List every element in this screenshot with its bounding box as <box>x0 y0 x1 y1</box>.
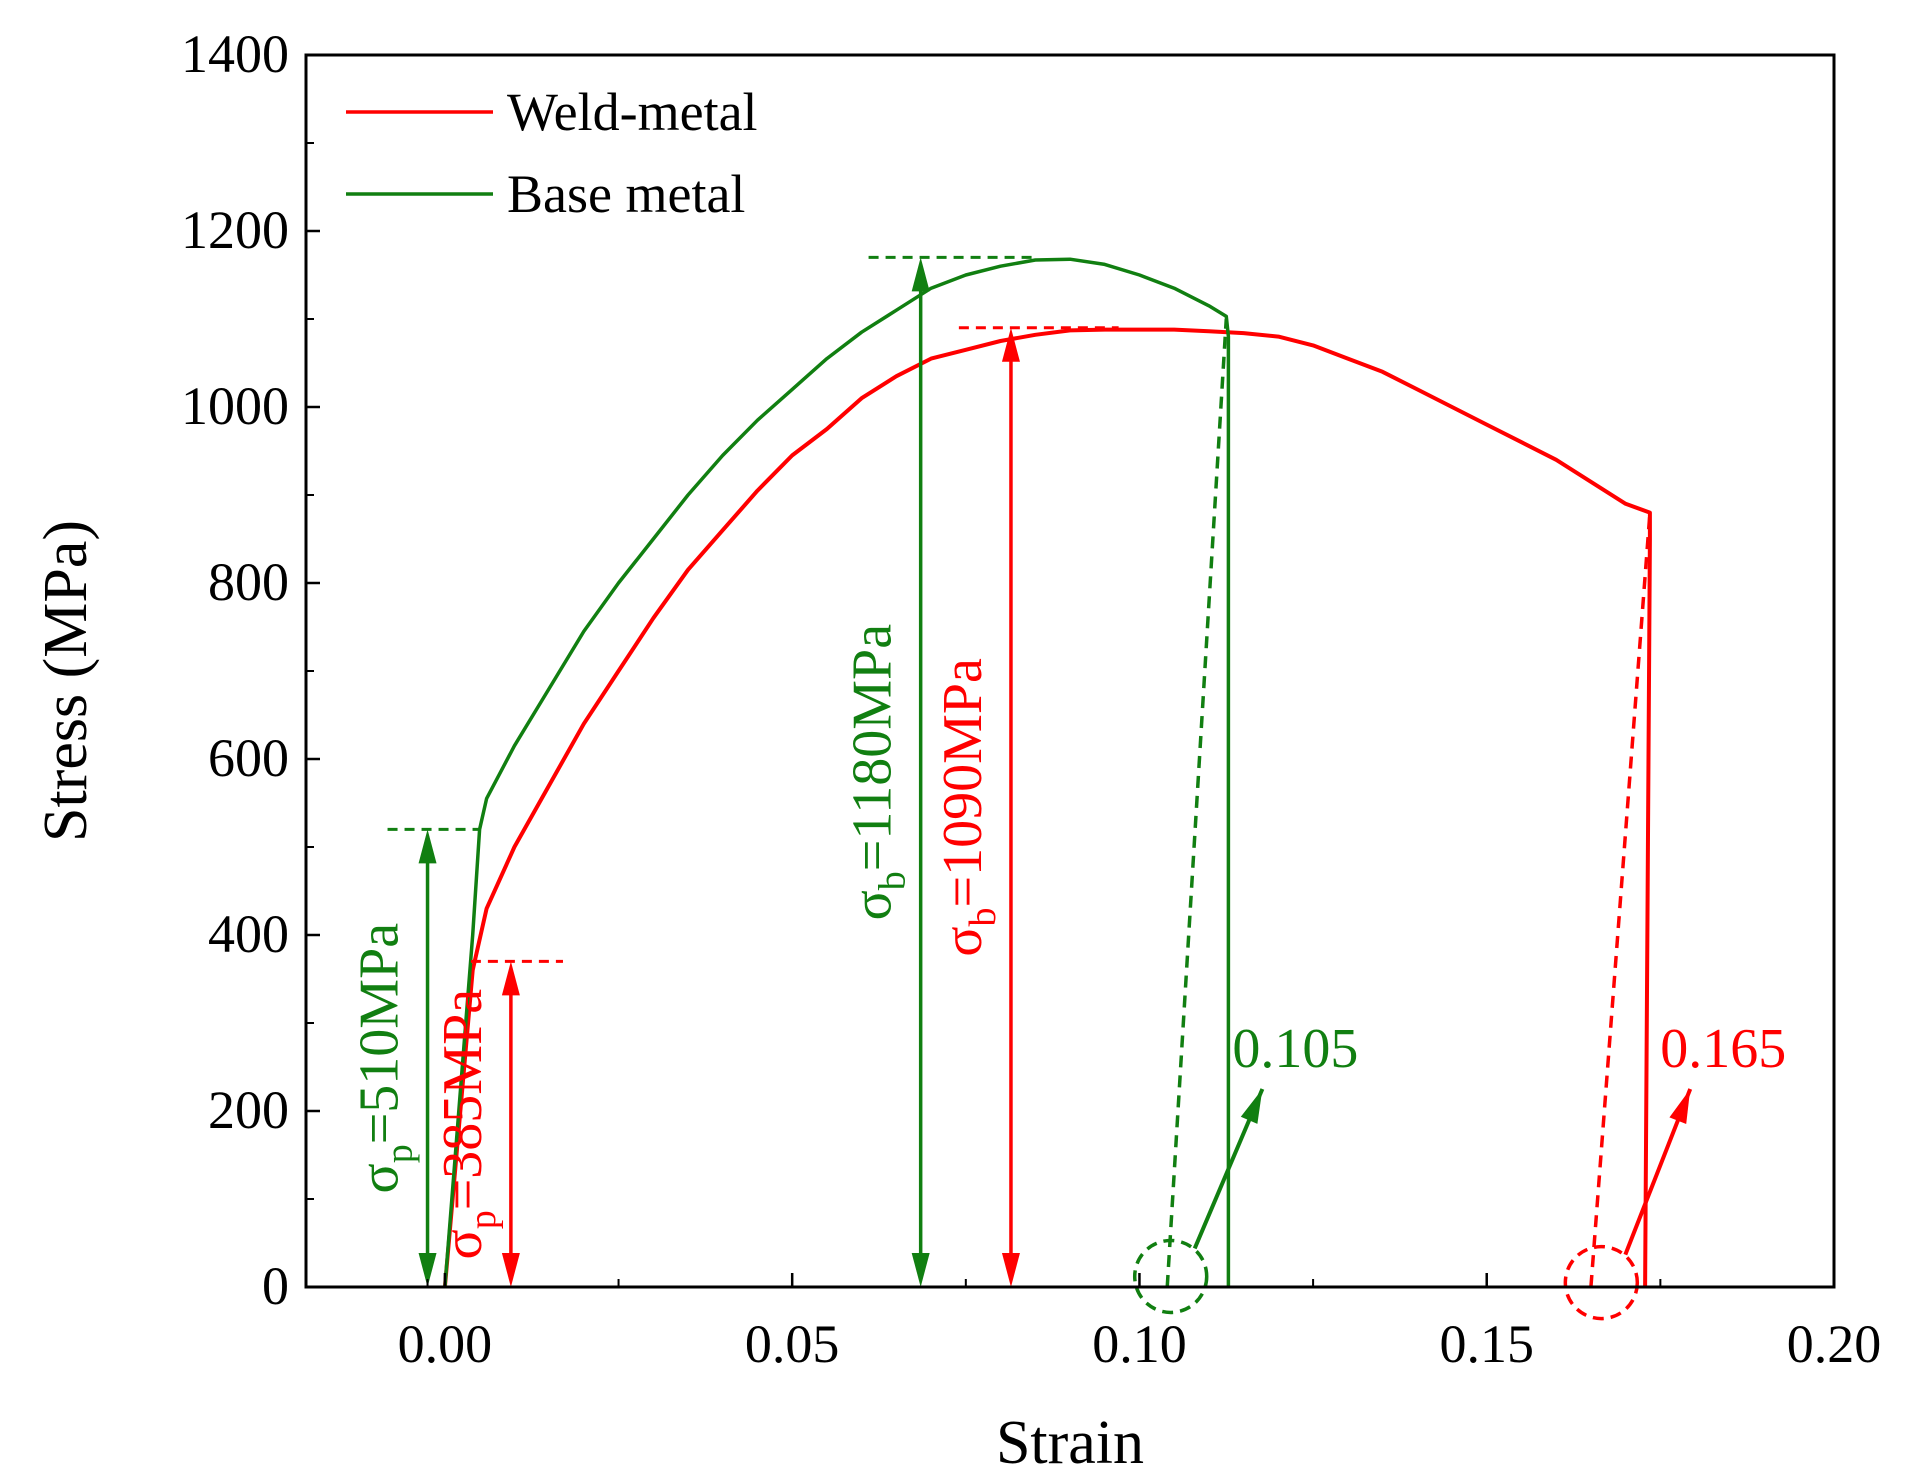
y-tick-label: 800 <box>208 552 289 612</box>
y-tick-label: 400 <box>208 904 289 964</box>
legend-label: Weld-metal <box>507 82 758 142</box>
y-axis-title: Stress (MPa) <box>32 520 100 842</box>
annotation-label: σb=1090MPa <box>932 658 1004 957</box>
annotation-label: σb=1180MPa <box>842 624 914 921</box>
x-tick-label: 0.05 <box>745 1314 840 1374</box>
y-tick-label: 1400 <box>181 24 289 84</box>
y-tick-label: 1200 <box>181 200 289 260</box>
callout-arrowhead <box>1669 1089 1691 1124</box>
arrowhead-down <box>1001 1253 1020 1287</box>
x-axis-title: Strain <box>996 1409 1144 1477</box>
text-layer: 0.00 0.05 0.10 0.15 0.20 0 200 400 600 800 1000 120… <box>32 24 1881 1477</box>
arrowhead-up <box>911 257 930 292</box>
frame-layer <box>304 53 1836 1289</box>
arrowhead-down <box>418 1253 437 1287</box>
arrowhead-up <box>501 961 520 996</box>
legend: Weld-metal Base metal <box>346 82 758 224</box>
arrowhead-up <box>1001 327 1020 362</box>
x-tick-label: 0.00 <box>398 1314 493 1374</box>
y-tick-label: 0 <box>262 1256 289 1316</box>
annotation-label: σp=385MPa <box>432 989 504 1260</box>
annotation-label: σp=510MPa <box>349 923 421 1194</box>
arrowhead-up <box>418 829 437 864</box>
legend-label: Base metal <box>507 164 745 224</box>
x-tick-label: 0.15 <box>1439 1314 1534 1374</box>
x-tick-label: 0.20 <box>1787 1314 1882 1374</box>
fracture-strain-label: 0.105 <box>1232 1018 1358 1080</box>
y-tick-label: 600 <box>208 728 289 788</box>
unloading-dashed-line <box>1165 318 1229 1288</box>
arrowhead-down <box>501 1253 520 1287</box>
callout-arrowhead <box>1240 1089 1263 1124</box>
fracture-strain-circle <box>1132 1238 1209 1315</box>
unloading-dashed-line <box>1589 512 1652 1288</box>
fracture-strain-circle <box>1563 1244 1640 1321</box>
arrowhead-down <box>911 1253 930 1287</box>
series-line-weld-metal <box>442 327 1652 1288</box>
fracture-strain-label: 0.165 <box>1660 1018 1786 1080</box>
plot-layer <box>387 255 1693 1321</box>
y-tick-label: 200 <box>208 1080 289 1140</box>
series-line-base-metal <box>443 257 1231 1288</box>
y-tick-label: 1000 <box>181 376 289 436</box>
x-tick-label: 0.10 <box>1092 1314 1187 1374</box>
